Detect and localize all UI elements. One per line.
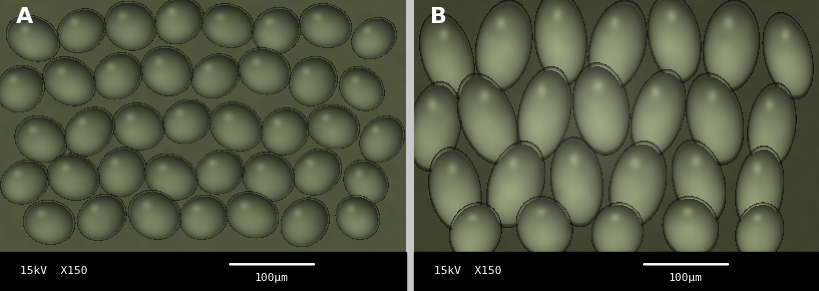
Text: A: A xyxy=(16,7,34,27)
Text: 100μm: 100μm xyxy=(255,273,288,283)
Bar xyxy=(414,252,819,291)
Text: 100μm: 100μm xyxy=(668,273,702,283)
Text: 15kV  X150: 15kV X150 xyxy=(20,266,88,276)
Bar xyxy=(0,252,405,291)
Text: 15kV  X150: 15kV X150 xyxy=(434,266,501,276)
Text: B: B xyxy=(430,7,446,27)
